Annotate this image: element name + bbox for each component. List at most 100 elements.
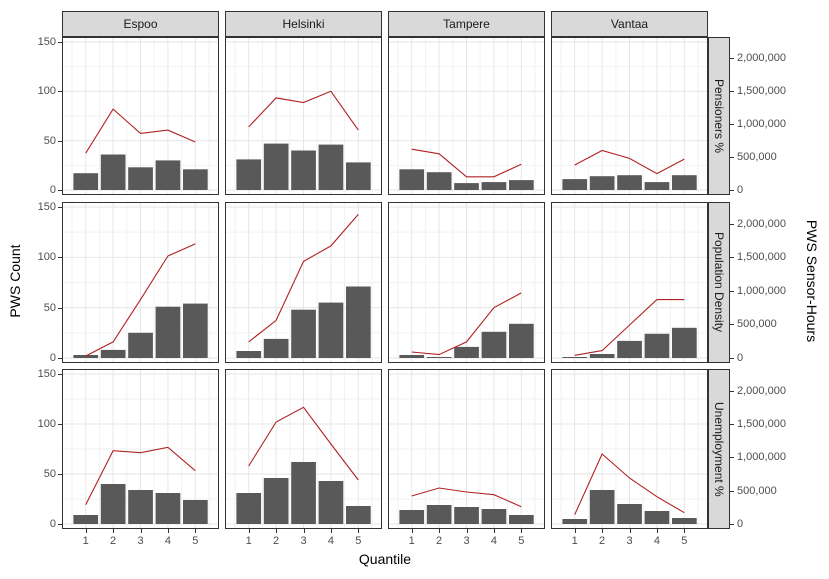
x-tick-label: 5 [192,535,199,547]
tick-mark [58,474,62,475]
bar-q5 [346,506,371,524]
bar-q3 [291,462,316,524]
panel-espoo-population-density [62,202,219,363]
bars-group [399,323,534,358]
x-tick-label: 5 [518,535,525,547]
bars-group [399,169,534,190]
x-tick-label: 4 [490,535,497,547]
panel-helsinki-pensioners [225,37,382,195]
bar-q2 [589,490,615,524]
tick-mark [730,257,734,259]
y-right-tick-label: 0 [737,518,744,530]
bar-q3 [454,183,479,190]
bar-q5 [672,327,697,358]
tick-mark [439,529,441,533]
bar-q2 [426,357,452,358]
y-left-tick-label: 0 [49,184,56,196]
facet-strip-unemployment: Unemployment % [708,369,730,529]
bar-q4 [155,160,181,190]
sensor-hours-line [248,90,359,131]
y-right-tick-label: 0 [737,352,744,364]
bar-q4 [318,144,344,190]
bars-group [236,462,371,524]
panel-espoo-pensioners [62,37,219,195]
bar-q3 [617,504,642,524]
facet-strip-label: Tampere [443,17,490,31]
x-tick-label: 1 [408,535,415,547]
bar-q4 [155,306,181,358]
sensor-hours-line [248,406,359,481]
tick-mark [684,529,686,533]
y-axis-title-right: PWS Sensor-Hours [804,219,820,343]
bar-q3 [291,309,316,358]
tick-mark [730,223,734,225]
tick-mark [629,529,631,533]
y-left-tick-label: 150 [37,201,56,213]
facet-strip-population-density: Population Density [708,202,730,363]
sensor-hours-line [85,243,196,357]
y-right-tick-label: 2,000,000 [737,384,786,397]
tick-mark [411,529,413,533]
tick-mark [58,257,62,259]
tick-mark [730,457,734,459]
x-tick-label: 1 [571,535,578,547]
y-right-tick-label: 500,000 [737,318,777,331]
tick-mark [730,358,734,359]
panel-espoo-unemployment [62,369,219,529]
sensor-hours-line [411,148,522,178]
facet-strip-helsinki: Helsinki [225,11,382,37]
bar-q3 [128,332,153,358]
bar-q3 [291,150,316,190]
sensor-hours-line [85,446,196,505]
bar-q1 [399,510,425,524]
bar-q1 [236,351,262,358]
tick-mark [656,529,658,533]
sensor-hours-line [574,299,685,356]
gridlines [225,37,382,195]
tick-mark [167,529,169,533]
x-tick-label: 5 [355,535,362,547]
tick-mark [58,524,62,525]
y-left-tick-label: 100 [37,418,56,430]
y-left-tick-label: 0 [49,352,56,364]
y-right-tick-label: 2,000,000 [737,217,786,230]
bar-q4 [481,331,507,358]
x-tick-label: 4 [327,535,334,547]
y-right-tick-label: 1,500,000 [737,418,786,430]
bar-q5 [183,303,208,358]
y-right-tick-label: 1,500,000 [737,251,786,264]
gridlines [225,202,382,363]
x-tick-label: 4 [653,535,660,547]
y-right-tick-label: 1,000,000 [737,118,786,131]
bar-q2 [426,505,452,524]
bars-group [562,175,697,190]
bar-q5 [183,500,208,524]
tick-mark [58,42,62,43]
facet-strip-pensioners: Pensioners % [708,37,730,195]
bar-q3 [454,507,479,524]
x-tick-label: 4 [164,535,171,547]
panel-helsinki-unemployment [225,369,382,529]
tick-mark [730,290,734,292]
bar-q5 [183,169,208,190]
tick-mark [248,529,250,533]
x-tick-label: 3 [137,535,144,547]
sensor-hours-line [411,487,522,508]
bars-group [236,286,371,358]
bar-q4 [481,509,507,524]
x-tick-label: 2 [599,535,606,547]
y-left-tick-label: 50 [43,134,56,147]
y-right-tick-label: 2,000,000 [737,52,786,65]
tick-mark [730,157,734,159]
panel-helsinki-population-density [225,202,382,363]
facet-strip-label: Pensioners % [712,78,726,154]
bar-q1 [73,173,99,190]
gridlines [388,369,545,529]
bar-q4 [155,493,181,524]
x-tick-label: 5 [681,535,688,547]
tick-mark [58,207,62,208]
tick-mark [330,529,332,533]
bar-q1 [73,515,99,524]
bar-q3 [454,346,479,358]
